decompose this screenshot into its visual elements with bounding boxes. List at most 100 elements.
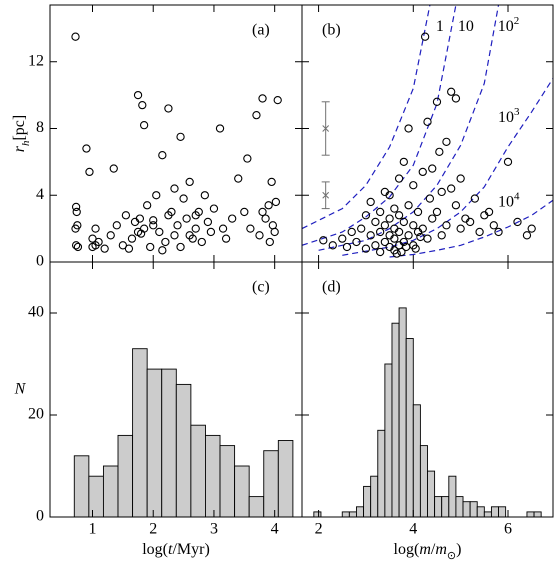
histogram-bar bbox=[219, 445, 236, 517]
label-part: 10 bbox=[458, 18, 474, 35]
scatter-point bbox=[397, 247, 406, 257]
scatter-point bbox=[185, 231, 194, 240]
histogram-bar bbox=[384, 363, 393, 517]
label-part: 10 bbox=[498, 18, 514, 35]
scatter-point bbox=[347, 227, 356, 237]
histogram-bar bbox=[391, 322, 400, 517]
scatter-point bbox=[456, 224, 465, 233]
scatter-point bbox=[173, 221, 182, 230]
plot-area bbox=[302, 5, 553, 258]
scatter-point bbox=[423, 117, 432, 126]
histogram-bar bbox=[132, 348, 148, 517]
scatter-point bbox=[273, 95, 282, 105]
scatter-point bbox=[418, 224, 427, 233]
scatter-point bbox=[435, 147, 444, 157]
scatter-point bbox=[158, 151, 167, 160]
label-part: m bbox=[435, 541, 447, 558]
scatter-point bbox=[394, 227, 404, 237]
error-marker bbox=[322, 191, 330, 199]
scatter-point bbox=[72, 207, 81, 217]
label-part: 3 bbox=[514, 105, 520, 117]
panel-label: (d) bbox=[322, 279, 341, 296]
scatter-point bbox=[342, 242, 352, 252]
histogram-bar bbox=[205, 434, 221, 517]
scatter-point bbox=[264, 201, 273, 210]
scatter-point bbox=[112, 221, 121, 230]
scatter-point bbox=[206, 227, 216, 237]
scatter-point bbox=[164, 211, 173, 220]
histogram-bar bbox=[102, 465, 119, 517]
scatter-point bbox=[161, 237, 170, 247]
scatter-point bbox=[375, 227, 385, 237]
curve-label: 104 bbox=[498, 190, 520, 210]
y-axis-label: N bbox=[14, 380, 27, 397]
label-part: 1 bbox=[436, 18, 444, 35]
scatter-point bbox=[255, 231, 264, 240]
scatter-point bbox=[418, 167, 427, 177]
scatter-point bbox=[135, 214, 145, 223]
scatter-point bbox=[503, 157, 513, 167]
model-curve bbox=[389, 199, 553, 258]
histogram-bar bbox=[405, 338, 414, 517]
histogram-bar bbox=[427, 470, 436, 517]
y-tick-label: 12 bbox=[28, 52, 44, 69]
histogram-bar bbox=[348, 511, 357, 517]
scatter-point bbox=[71, 32, 80, 41]
scatter-point bbox=[409, 181, 418, 190]
model-curve bbox=[302, 5, 457, 246]
label-part: 10 bbox=[498, 109, 514, 126]
panel-frame bbox=[301, 261, 554, 518]
scatter-point bbox=[139, 121, 149, 130]
scatter-point bbox=[385, 191, 394, 200]
scatter-point bbox=[133, 90, 143, 100]
scatter-point bbox=[437, 231, 446, 240]
scatter-point bbox=[149, 221, 158, 230]
scatter-point bbox=[91, 224, 100, 233]
scatter-point bbox=[432, 207, 442, 217]
scatter-point bbox=[411, 244, 420, 253]
scatter-point bbox=[451, 94, 461, 103]
scatter-point bbox=[100, 244, 109, 253]
label-part: r bbox=[11, 145, 28, 152]
scatter-point bbox=[143, 201, 152, 210]
scatter-point bbox=[124, 244, 134, 253]
x-axis-label: log(t/Myr) bbox=[142, 541, 210, 558]
histogram-bar bbox=[234, 465, 250, 517]
scatter-point bbox=[404, 201, 413, 210]
label-part: log( bbox=[142, 541, 168, 558]
curve-label: 1 bbox=[436, 18, 444, 35]
y-axis-label: rh[pc] bbox=[11, 115, 32, 153]
histogram-bar bbox=[476, 506, 485, 517]
scatter-point bbox=[489, 221, 498, 230]
histogram-bar bbox=[73, 455, 90, 517]
scatter-point bbox=[404, 124, 413, 133]
scatter-point bbox=[413, 207, 423, 217]
curve-label: 102 bbox=[498, 15, 519, 35]
plot-area bbox=[71, 32, 282, 255]
label-part: ) bbox=[456, 541, 461, 558]
scatter-point bbox=[258, 94, 267, 103]
x-tick-label: 2 bbox=[149, 521, 157, 538]
x-tick-label: 3 bbox=[210, 521, 218, 538]
scatter-point bbox=[470, 194, 480, 203]
scatter-point bbox=[261, 214, 270, 223]
histogram-bar bbox=[434, 496, 443, 517]
y-tick-label: 4 bbox=[36, 186, 44, 203]
scatter-point bbox=[371, 241, 380, 250]
histogram-bar bbox=[161, 368, 177, 517]
scatter-point bbox=[442, 137, 451, 146]
error-marker bbox=[322, 125, 330, 132]
label-part: h bbox=[20, 140, 32, 146]
x-axis-label: log(m/m⊙) bbox=[394, 541, 462, 562]
histogram-bar bbox=[190, 424, 206, 517]
scatter-point bbox=[149, 216, 158, 225]
histogram-bar bbox=[117, 434, 134, 517]
panel-frame bbox=[49, 4, 303, 263]
scatter-point bbox=[394, 211, 404, 220]
scatter-point bbox=[385, 214, 394, 223]
scatter-point bbox=[71, 202, 81, 212]
scatter-point bbox=[392, 249, 401, 258]
scatter-point bbox=[127, 234, 137, 243]
histogram-bar bbox=[455, 496, 464, 517]
